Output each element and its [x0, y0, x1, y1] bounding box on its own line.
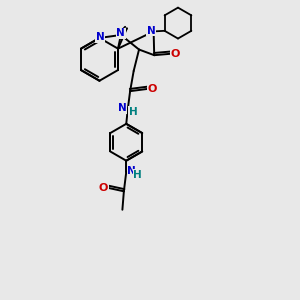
Text: N: N — [96, 32, 104, 42]
Text: N: N — [116, 28, 125, 38]
Text: N: N — [127, 166, 136, 176]
Text: N: N — [118, 103, 127, 113]
Text: O: O — [99, 183, 108, 193]
Text: H: H — [133, 170, 142, 180]
Text: N: N — [147, 26, 156, 36]
Text: O: O — [148, 84, 157, 94]
Text: H: H — [129, 107, 137, 117]
Text: O: O — [170, 49, 180, 59]
